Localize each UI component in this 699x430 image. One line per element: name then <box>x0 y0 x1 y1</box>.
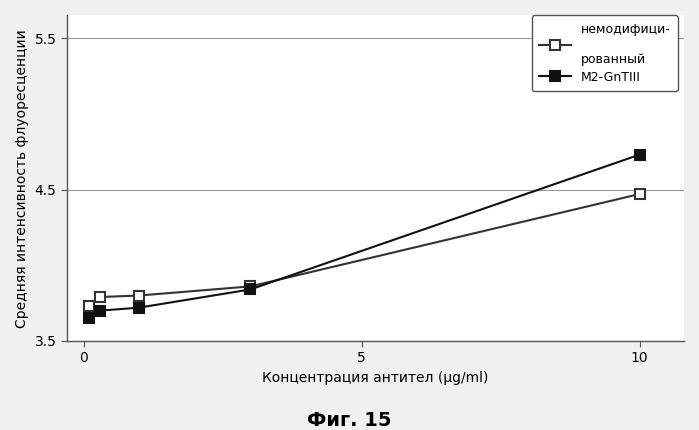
X-axis label: Концентрация антител (µg/ml): Концентрация антител (µg/ml) <box>262 371 489 385</box>
Legend: немодифици-

рованный, M2-GnTIII: немодифици- рованный, M2-GnTIII <box>532 15 678 91</box>
Y-axis label: Средняя интенсивность флуоресценции: Средняя интенсивность флуоресценции <box>15 29 29 328</box>
Text: Фиг. 15: Фиг. 15 <box>308 411 391 430</box>
